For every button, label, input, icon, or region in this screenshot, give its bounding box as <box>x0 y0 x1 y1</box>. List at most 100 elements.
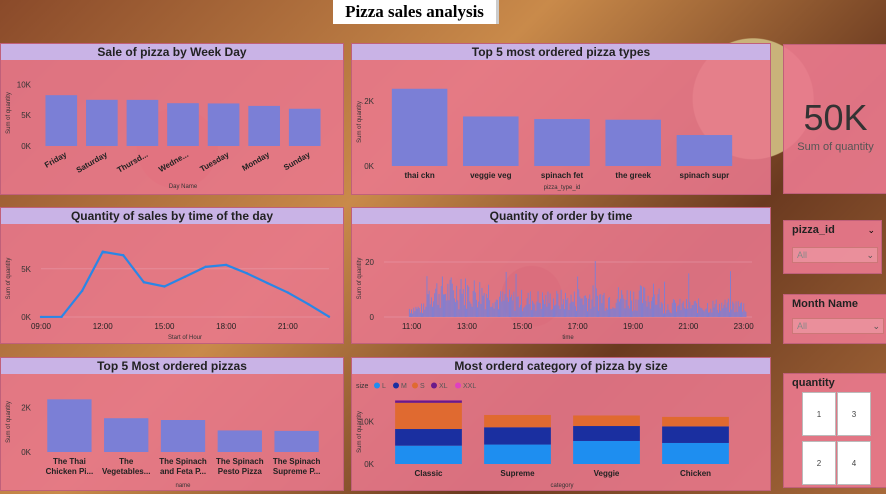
bar[interactable] <box>510 296 512 317</box>
bar[interactable] <box>452 290 454 317</box>
legend-entry[interactable]: S <box>420 383 425 390</box>
bar[interactable] <box>526 298 528 317</box>
bar[interactable] <box>545 295 547 317</box>
bar[interactable] <box>490 306 492 317</box>
bar[interactable] <box>632 311 634 317</box>
stacked-segment[interactable] <box>662 416 729 427</box>
bar[interactable] <box>650 300 652 317</box>
bar[interactable] <box>424 309 426 317</box>
bar[interactable] <box>502 291 504 317</box>
bar[interactable] <box>500 291 502 317</box>
chart-panel[interactable]: Most orderd category of pizza by size Sum… <box>351 357 771 491</box>
legend-entry[interactable]: M <box>401 383 407 390</box>
quantity-tile[interactable]: 2 <box>802 441 836 485</box>
bar[interactable] <box>689 301 691 317</box>
bar[interactable] <box>658 288 660 317</box>
bar[interactable] <box>528 304 530 317</box>
bar[interactable] <box>672 299 674 317</box>
bar[interactable] <box>532 300 534 317</box>
bar[interactable] <box>436 283 438 317</box>
bar[interactable] <box>288 108 321 146</box>
bar[interactable] <box>580 298 582 317</box>
bar[interactable] <box>517 296 519 317</box>
bar[interactable] <box>674 300 675 317</box>
bar[interactable] <box>698 298 700 317</box>
kpi-card[interactable]: 50K Sum of quantity <box>783 44 886 194</box>
bar[interactable] <box>477 307 479 317</box>
bar[interactable] <box>274 430 319 452</box>
bar[interactable] <box>588 298 590 317</box>
bar[interactable] <box>734 312 736 317</box>
bar[interactable] <box>646 306 648 317</box>
bar[interactable] <box>716 309 718 317</box>
bar[interactable] <box>745 311 747 317</box>
bar[interactable] <box>482 295 484 317</box>
bar[interactable] <box>483 293 485 317</box>
bar[interactable] <box>433 301 435 317</box>
bar[interactable] <box>488 284 490 317</box>
bar[interactable] <box>562 299 564 317</box>
bar[interactable] <box>612 307 614 317</box>
bar[interactable] <box>631 300 633 317</box>
bar[interactable] <box>564 309 565 317</box>
bar[interactable] <box>597 295 598 317</box>
bar[interactable] <box>481 287 483 317</box>
data-point[interactable] <box>204 265 207 269</box>
stacked-segment[interactable] <box>395 445 462 464</box>
bar[interactable] <box>47 399 92 452</box>
bar[interactable] <box>720 310 722 317</box>
bar[interactable] <box>554 305 556 317</box>
bar[interactable] <box>569 303 571 317</box>
bar[interactable] <box>699 306 701 317</box>
bar[interactable] <box>555 304 557 317</box>
bar[interactable] <box>678 304 680 317</box>
bar[interactable] <box>568 310 570 317</box>
bar[interactable] <box>547 291 549 317</box>
bar[interactable] <box>577 276 579 317</box>
chevron-down-icon[interactable]: ⌄ <box>867 225 875 235</box>
bar[interactable] <box>462 289 464 317</box>
bar[interactable] <box>641 286 642 317</box>
bar[interactable] <box>435 288 437 317</box>
bar[interactable] <box>605 119 661 166</box>
bar[interactable] <box>410 313 411 317</box>
bar[interactable] <box>578 289 580 317</box>
stacked-segment[interactable] <box>395 400 462 403</box>
bar[interactable] <box>619 301 620 317</box>
stacked-segment[interactable] <box>662 426 729 443</box>
data-point[interactable] <box>327 315 331 318</box>
bar[interactable] <box>421 303 422 317</box>
bar[interactable] <box>418 308 420 317</box>
bar[interactable] <box>440 285 442 317</box>
bar[interactable] <box>524 306 526 317</box>
bar[interactable] <box>429 304 431 317</box>
bar[interactable] <box>685 308 686 317</box>
bar[interactable] <box>659 307 661 317</box>
bar[interactable] <box>693 301 695 317</box>
bar[interactable] <box>718 312 719 317</box>
bar[interactable] <box>610 308 612 317</box>
bar[interactable] <box>448 300 450 317</box>
bar[interactable] <box>126 99 159 146</box>
bar[interactable] <box>447 283 449 317</box>
bar[interactable] <box>565 292 567 317</box>
bar[interactable] <box>432 306 433 317</box>
bar[interactable] <box>501 301 503 317</box>
bar[interactable] <box>492 303 494 317</box>
bar[interactable] <box>600 294 602 317</box>
bar[interactable] <box>608 297 609 317</box>
bar[interactable] <box>451 283 453 317</box>
bar[interactable] <box>733 303 735 317</box>
bar[interactable] <box>566 299 568 317</box>
bar[interactable] <box>598 310 600 317</box>
bar[interactable] <box>620 298 622 317</box>
bar[interactable] <box>584 295 586 317</box>
bar[interactable] <box>697 313 699 317</box>
bar[interactable] <box>572 301 574 317</box>
quantity-tile[interactable]: 3 <box>837 392 871 436</box>
bar[interactable] <box>430 297 432 317</box>
stacked-segment[interactable] <box>573 440 640 464</box>
bar[interactable] <box>472 290 474 317</box>
bar[interactable] <box>558 305 560 317</box>
bar[interactable] <box>709 312 711 317</box>
